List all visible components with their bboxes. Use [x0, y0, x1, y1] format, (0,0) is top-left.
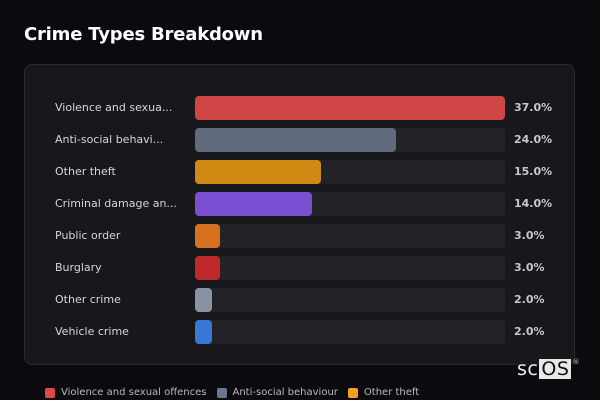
bar-fill[interactable] — [195, 288, 212, 312]
bar-label: Public order — [55, 229, 121, 242]
chart-legend: Violence and sexual offences Anti-social … — [45, 387, 419, 398]
bar-fill[interactable] — [195, 128, 396, 152]
bar-value: 15.0% — [514, 165, 553, 178]
legend-swatch-icon — [45, 387, 55, 398]
bar-label: Vehicle crime — [55, 325, 129, 338]
legend-swatch-icon — [216, 387, 227, 398]
bar-value: 2.0% — [514, 325, 545, 338]
legend-item[interactable]: Anti-social behaviour — [216, 387, 338, 398]
bar-fill[interactable] — [195, 160, 321, 184]
bar-value: 3.0% — [514, 261, 545, 274]
bar-row[interactable]: Violence and sexua... 37.0% — [25, 96, 574, 120]
bar-track — [195, 128, 505, 152]
legend-item[interactable]: Other theft — [347, 387, 420, 398]
bar-value: 2.0% — [514, 293, 545, 306]
bar-label: Criminal damage an... — [55, 197, 177, 210]
bar-track — [195, 256, 505, 280]
bar-value: 14.0% — [514, 197, 553, 210]
bar-label: Other crime — [55, 293, 121, 306]
bar-fill[interactable] — [195, 192, 312, 216]
watermark-prefix: sc — [517, 358, 539, 380]
legend-swatch-icon — [347, 387, 358, 398]
bar-fill[interactable] — [195, 256, 220, 280]
bar-track — [195, 96, 505, 120]
bar-row[interactable]: Vehicle crime 2.0% — [25, 320, 574, 344]
bar-track — [195, 192, 505, 216]
bar-row[interactable]: Criminal damage an... 14.0% — [25, 192, 574, 216]
watermark-boxed: OS — [539, 358, 572, 380]
bar-label: Other theft — [55, 165, 116, 178]
bar-value: 3.0% — [514, 229, 545, 242]
bar-row[interactable]: Other crime 2.0% — [25, 288, 574, 312]
bar-track — [195, 224, 505, 248]
legend-label: Anti-social behaviour — [232, 387, 338, 398]
bar-label: Violence and sexua... — [55, 101, 173, 114]
bar-row[interactable]: Anti-social behavi... 24.0% — [25, 128, 574, 152]
chart-card: Violence and sexua... 37.0% Anti-social be… — [24, 64, 575, 365]
bar-value: 24.0% — [514, 133, 553, 146]
bar-label: Burglary — [55, 261, 102, 274]
bar-row[interactable]: Other theft 15.0% — [25, 160, 574, 184]
page-title: Crime Types Breakdown — [24, 24, 263, 45]
legend-label: Violence and sexual offences — [61, 387, 207, 398]
bar-fill[interactable] — [195, 320, 212, 344]
bar-row[interactable]: Burglary 3.0% — [25, 256, 574, 280]
bar-fill[interactable] — [195, 96, 505, 120]
bar-fill[interactable] — [195, 224, 220, 248]
legend-label: Other theft — [363, 387, 420, 398]
bar-track — [195, 160, 505, 184]
bar-row[interactable]: Public order 3.0% — [25, 224, 574, 248]
bar-track — [195, 288, 505, 312]
watermark-logo: sc OS ® — [517, 358, 580, 380]
bar-value: 37.0% — [514, 101, 553, 114]
legend-item[interactable]: Violence and sexual offences — [45, 387, 207, 398]
registered-icon: ® — [572, 358, 580, 366]
bar-track — [195, 320, 505, 344]
bar-label: Anti-social behavi... — [55, 133, 164, 146]
